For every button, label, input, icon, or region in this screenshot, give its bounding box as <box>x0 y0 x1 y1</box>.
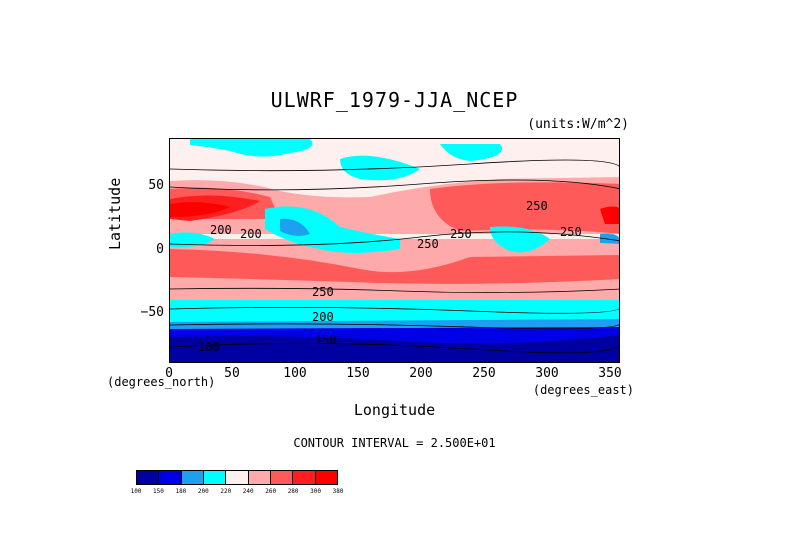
colorbar-level-label: 380 <box>332 488 344 495</box>
x-unit-label: (degrees_east) <box>532 383 634 397</box>
contour-line <box>170 343 619 354</box>
colorbar-level-label: 280 <box>287 488 299 495</box>
colorbar-swatch <box>226 471 249 484</box>
map-plot-area: 200 200 250 250 250 250 250 200 150 100 <box>169 138 620 363</box>
units-label: (units:W/m^2) <box>527 117 629 132</box>
contour-label: 250 <box>526 199 548 213</box>
colorbar-level-label: 150 <box>153 488 164 495</box>
ulwrf-field <box>170 139 619 362</box>
field-mexico-380 <box>600 206 619 224</box>
colorbar-level-label: 240 <box>242 488 254 495</box>
contour-label: 250 <box>312 285 334 299</box>
contour-line <box>170 179 619 191</box>
field-arctic-cyan-2 <box>340 155 420 181</box>
y-axis-label: Latitude <box>106 177 124 250</box>
x-tick-label: 150 <box>346 366 370 381</box>
field-tropic-africa-cyan <box>170 232 215 248</box>
colorbar-swatch <box>248 471 271 484</box>
colorbar-level-label: 200 <box>197 488 209 495</box>
contour-label: 250 <box>560 225 582 239</box>
y-tick-label: −50 <box>140 305 164 320</box>
field-arctic-cyan-1 <box>190 139 313 157</box>
colorbar-swatch <box>270 471 294 484</box>
field-tropic-america-cyan <box>490 226 550 253</box>
x-tick-label: 350 <box>598 366 622 381</box>
contour-line <box>170 231 619 246</box>
colorbar <box>136 470 338 485</box>
contour-label: 200 <box>240 227 262 241</box>
x-tick-label: 0 <box>165 366 173 381</box>
colorbar-swatch <box>315 471 337 484</box>
field-band-south-260 <box>170 284 619 300</box>
x-tick-label: 250 <box>472 366 496 381</box>
x-tick-label: 200 <box>409 366 433 381</box>
x-tick-label: 50 <box>224 366 240 381</box>
field-sahara-380 <box>170 202 230 217</box>
colorbar-level-label: 220 <box>220 488 232 495</box>
colorbar-swatch <box>137 471 160 484</box>
field-tropic-asia-cyan <box>265 206 400 253</box>
contour-interval: CONTOUR INTERVAL = 2.500E+01 <box>293 436 496 450</box>
colorbar-level-label: 100 <box>130 488 142 495</box>
colorbar-level-label: 300 <box>310 488 321 495</box>
field-tropic-asia-blue <box>280 218 310 236</box>
y-tick-label: 50 <box>148 178 164 193</box>
contour-label: 250 <box>417 237 439 251</box>
contour-label: 200 <box>210 223 232 237</box>
y-tick-label: 0 <box>156 242 164 257</box>
contour-line <box>170 323 619 330</box>
colorbar-swatch <box>203 471 227 484</box>
field-arctic-cyan-3 <box>440 144 502 161</box>
colorbar-swatch <box>181 471 204 484</box>
x-tick-label: 300 <box>535 366 559 381</box>
contour-line <box>170 307 619 314</box>
colorbar-swatch <box>159 471 182 484</box>
contour-line <box>170 287 619 293</box>
colorbar-level-label: 260 <box>265 488 277 495</box>
field-tropic-africa-blue <box>600 233 619 244</box>
x-axis-label: Longitude <box>353 401 436 419</box>
field-band-south-100 <box>170 335 619 362</box>
contour-label: 100 <box>198 340 220 354</box>
colorbar-swatch <box>293 471 316 484</box>
field-subtropic-s-280 <box>170 249 619 284</box>
y-unit-label: (degrees_north) <box>107 375 216 389</box>
contour-line <box>170 159 619 172</box>
contour-label: 150 <box>315 333 337 347</box>
contour-label: 250 <box>450 227 472 241</box>
colorbar-level-label: 180 <box>175 488 187 495</box>
field-pacific-n-280 <box>430 182 619 234</box>
x-tick-label: 100 <box>283 366 307 381</box>
contour-label: 200 <box>312 310 334 324</box>
map-title: ULWRF_1979-JJA_NCEP <box>270 88 519 112</box>
contour-lines <box>170 159 619 354</box>
